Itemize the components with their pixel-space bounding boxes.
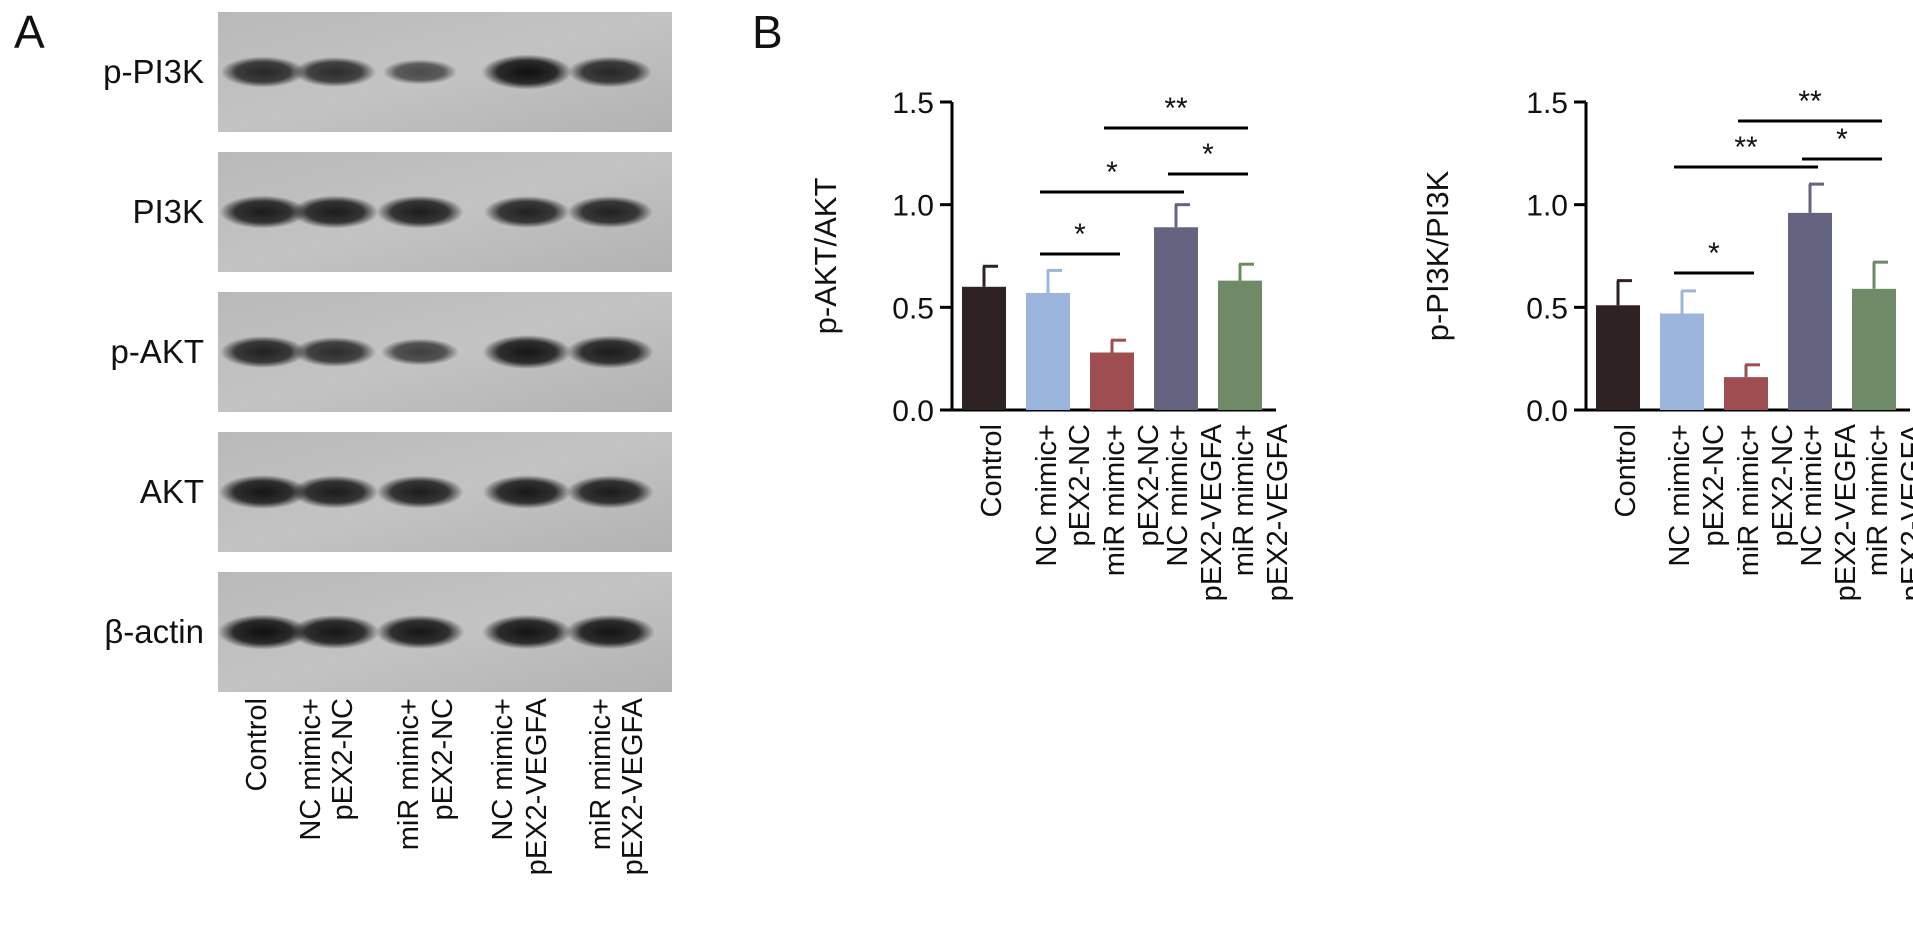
blot-label: p-PI3K [103, 53, 204, 90]
x-category-label: NC mimic+ [1031, 424, 1063, 567]
blot-actin: β-actin [104, 572, 672, 692]
x-category-label: Control [1610, 424, 1642, 518]
significance-label: * [1202, 138, 1214, 171]
significance-label: ** [1734, 131, 1758, 164]
significance-label: * [1074, 218, 1086, 251]
protein-band [293, 57, 377, 87]
protein-band [291, 475, 379, 509]
protein-band [484, 196, 570, 228]
protein-band [219, 195, 307, 229]
lane-label: pEX2-NC [427, 698, 459, 821]
blot-label: p-AKT [110, 333, 204, 370]
protein-band [482, 614, 572, 650]
protein-band [217, 614, 309, 650]
lane-label: NC mimic+ [295, 698, 327, 841]
protein-band [220, 336, 306, 368]
blot-pi3k: PI3K [132, 152, 672, 272]
lane-label: pEX2-VEGFA [617, 697, 649, 875]
significance-label: * [1836, 123, 1848, 156]
protein-band [482, 475, 572, 509]
lane-label: miR mimic+ [585, 698, 617, 850]
bar [1090, 352, 1134, 410]
blot-label: AKT [140, 473, 204, 510]
bar [1852, 288, 1896, 410]
x-category-label: pEX2-NC [1767, 424, 1799, 547]
protein-band [566, 335, 654, 369]
bar [1154, 227, 1198, 410]
y-tick-label: 0.5 [1526, 292, 1568, 325]
panel-b-letter: B [752, 6, 783, 58]
y-tick-label: 0.0 [892, 395, 934, 428]
protein-band [290, 615, 380, 649]
significance-label: * [1708, 237, 1720, 270]
protein-band [481, 54, 573, 90]
protein-band [291, 195, 379, 229]
blot-p-pi3k: p-PI3K [103, 12, 672, 132]
x-category-label: miR mimic+ [1733, 424, 1765, 576]
x-category-label: pEX2-VEGFA [1196, 423, 1228, 601]
bar [1218, 280, 1262, 410]
x-category-label: pEX2-VEGFA [1896, 423, 1913, 601]
protein-band [375, 615, 465, 649]
blot-strips: p-PI3K PI3K p-AKT AKT β-actin [103, 12, 672, 692]
blot-p-akt: p-AKT [110, 292, 672, 412]
protein-band [218, 475, 308, 509]
x-category-label: miR mimic+ [1228, 424, 1260, 576]
protein-band [382, 59, 458, 85]
y-tick-label: 1.5 [892, 87, 934, 120]
y-tick-label: 0.5 [892, 292, 934, 325]
protein-band [565, 614, 655, 650]
significance-label: ** [1164, 92, 1188, 125]
lane-labels: Control NC mimic+ pEX2-NC miR mimic+ pEX2-NC… [241, 697, 649, 875]
bar [962, 286, 1006, 410]
y-tick-label: 1.0 [1526, 190, 1568, 223]
x-category-label: pEX2-VEGFA [1262, 423, 1294, 601]
lane-label: Control [241, 698, 273, 792]
x-category-label: miR mimic+ [1862, 424, 1894, 576]
x-category-label: pEX2-NC [1064, 424, 1096, 547]
panel-a-letter: A [14, 6, 45, 58]
x-category-label: NC mimic+ [1162, 424, 1194, 567]
panel-a-western-blot: A p-PI3K PI3K p-AKT AKT β-actin Control NC mi… [14, 6, 672, 875]
lane-label: NC mimic+ [487, 698, 519, 841]
x-category-label: pEX2-NC [1133, 424, 1165, 547]
blot-label: PI3K [132, 193, 204, 230]
y-tick-label: 0.0 [1526, 395, 1568, 428]
protein-band [381, 338, 459, 366]
protein-band [221, 56, 305, 88]
lane-label: miR mimic+ [393, 698, 425, 850]
x-category-label: pEX2-NC [1698, 424, 1730, 547]
protein-band [376, 195, 464, 229]
x-category-label: Control [976, 424, 1008, 518]
x-category-label: miR mimic+ [1099, 424, 1131, 576]
protein-band [293, 337, 377, 367]
x-category-label: NC mimic+ [1664, 424, 1696, 567]
y-tick-label: 1.0 [892, 190, 934, 223]
bar [1724, 377, 1768, 410]
y-tick-label: 1.5 [1526, 87, 1568, 120]
bar [1660, 313, 1704, 410]
x-category-label: pEX2-VEGFA [1830, 423, 1862, 601]
blot-akt: AKT [140, 432, 672, 552]
significance-label: * [1106, 156, 1118, 189]
blot-label: β-actin [104, 613, 204, 650]
protein-band [568, 56, 652, 88]
lane-label: pEX2-NC [327, 698, 359, 821]
y-axis-title: p-PI3K/PI3K [1420, 170, 1455, 341]
x-category-label: NC mimic+ [1796, 424, 1828, 567]
y-axis-title: p-AKT/AKT [808, 178, 843, 335]
protein-band [567, 196, 653, 228]
protein-band [566, 475, 654, 509]
protein-band [376, 475, 464, 509]
bar [1596, 305, 1640, 410]
bar [1788, 212, 1832, 410]
protein-band [482, 335, 572, 369]
bar [1026, 292, 1070, 410]
lane-label: pEX2-VEGFA [521, 697, 553, 875]
significance-label: ** [1798, 85, 1822, 118]
